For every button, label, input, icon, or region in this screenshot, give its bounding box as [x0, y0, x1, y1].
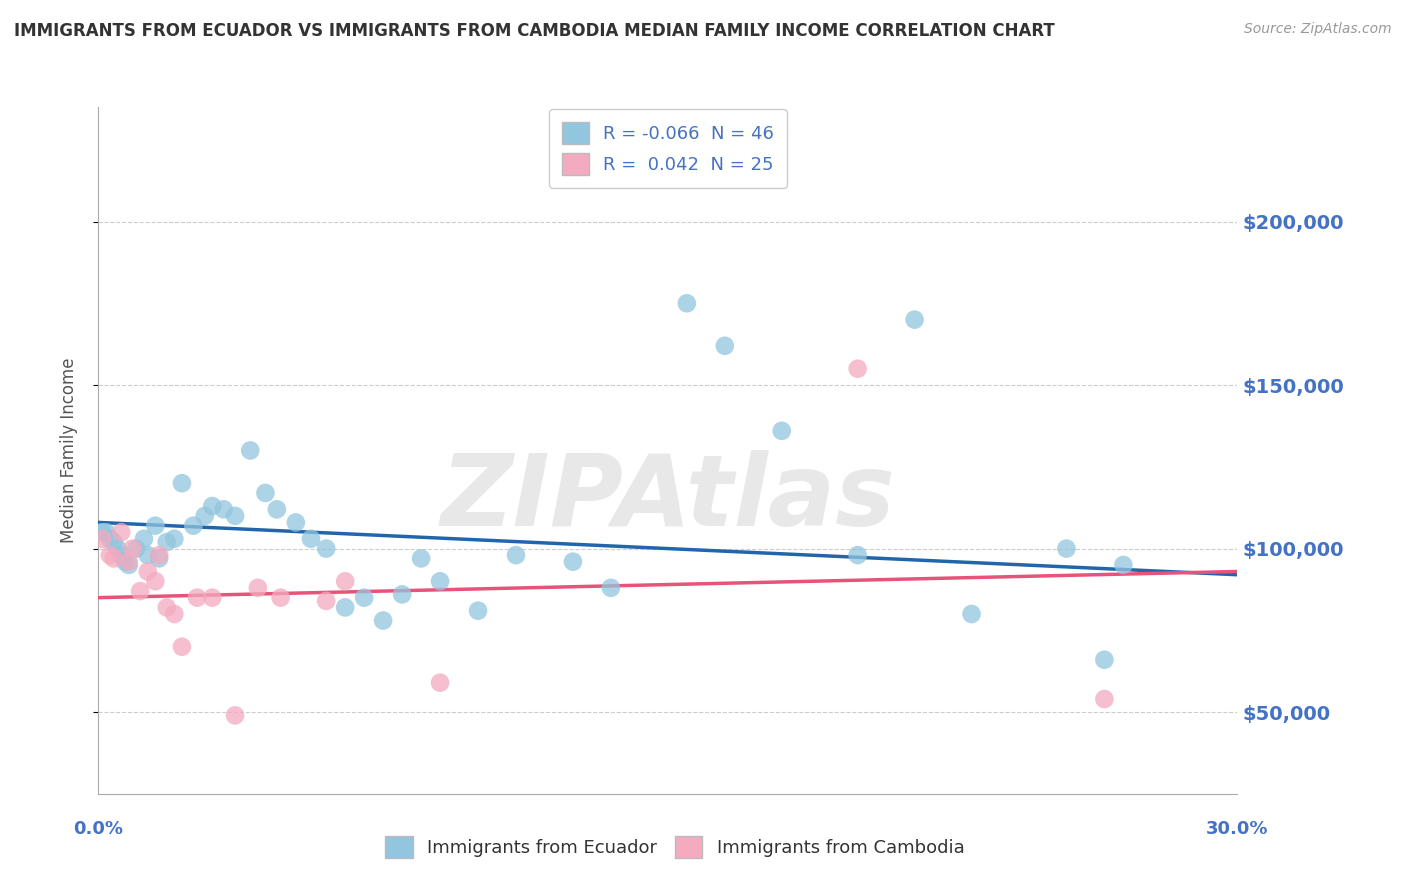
- Point: [156, 600, 179, 615]
- Point: [91, 525, 114, 540]
- Point: [224, 708, 246, 723]
- Legend: Immigrants from Ecuador, Immigrants from Cambodia: Immigrants from Ecuador, Immigrants from…: [378, 829, 972, 865]
- Point: [254, 486, 277, 500]
- Point: [505, 548, 527, 562]
- Point: [136, 548, 159, 562]
- Point: [145, 574, 167, 589]
- Point: [170, 640, 193, 654]
- Point: [103, 535, 125, 549]
- Point: [270, 591, 292, 605]
- Point: [103, 551, 125, 566]
- Text: ZIPAtlas: ZIPAtlas: [440, 450, 896, 547]
- Point: [315, 594, 337, 608]
- Point: [429, 574, 451, 589]
- Point: [129, 584, 152, 599]
- Point: [846, 548, 869, 562]
- Point: [107, 541, 129, 556]
- Point: [183, 518, 205, 533]
- Point: [904, 312, 927, 326]
- Point: [429, 675, 451, 690]
- Point: [186, 591, 208, 605]
- Point: [114, 555, 136, 569]
- Point: [246, 581, 269, 595]
- Point: [714, 339, 737, 353]
- Point: [163, 607, 186, 621]
- Point: [156, 535, 179, 549]
- Text: 30.0%: 30.0%: [1206, 820, 1268, 838]
- Point: [132, 532, 155, 546]
- Point: [194, 508, 217, 523]
- Point: [118, 555, 141, 569]
- Point: [676, 296, 699, 310]
- Point: [94, 525, 117, 540]
- Point: [770, 424, 793, 438]
- Point: [315, 541, 337, 556]
- Point: [98, 532, 121, 546]
- Point: [148, 551, 170, 566]
- Point: [136, 565, 159, 579]
- Point: [118, 558, 141, 572]
- Point: [201, 591, 224, 605]
- Point: [170, 476, 193, 491]
- Point: [163, 532, 186, 546]
- Point: [98, 548, 121, 562]
- Point: [600, 581, 623, 595]
- Point: [110, 548, 132, 562]
- Text: Source: ZipAtlas.com: Source: ZipAtlas.com: [1244, 22, 1392, 37]
- Point: [266, 502, 288, 516]
- Text: 0.0%: 0.0%: [73, 820, 124, 838]
- Point: [335, 574, 357, 589]
- Point: [148, 548, 170, 562]
- Point: [201, 499, 224, 513]
- Text: IMMIGRANTS FROM ECUADOR VS IMMIGRANTS FROM CAMBODIA MEDIAN FAMILY INCOME CORRELA: IMMIGRANTS FROM ECUADOR VS IMMIGRANTS FR…: [14, 22, 1054, 40]
- Legend: R = -0.066  N = 46, R =  0.042  N = 25: R = -0.066 N = 46, R = 0.042 N = 25: [548, 109, 787, 187]
- Point: [239, 443, 262, 458]
- Point: [960, 607, 983, 621]
- Point: [121, 541, 143, 556]
- Point: [391, 587, 413, 601]
- Point: [284, 516, 307, 530]
- Point: [335, 600, 357, 615]
- Point: [467, 604, 489, 618]
- Point: [562, 555, 585, 569]
- Point: [212, 502, 235, 516]
- Y-axis label: Median Family Income: Median Family Income: [59, 358, 77, 543]
- Point: [846, 361, 869, 376]
- Point: [125, 541, 148, 556]
- Point: [1094, 692, 1116, 706]
- Point: [1094, 653, 1116, 667]
- Point: [224, 508, 246, 523]
- Point: [411, 551, 433, 566]
- Point: [299, 532, 322, 546]
- Point: [91, 532, 114, 546]
- Point: [1112, 558, 1135, 572]
- Point: [353, 591, 375, 605]
- Point: [1056, 541, 1078, 556]
- Point: [110, 525, 132, 540]
- Point: [145, 518, 167, 533]
- Point: [371, 614, 394, 628]
